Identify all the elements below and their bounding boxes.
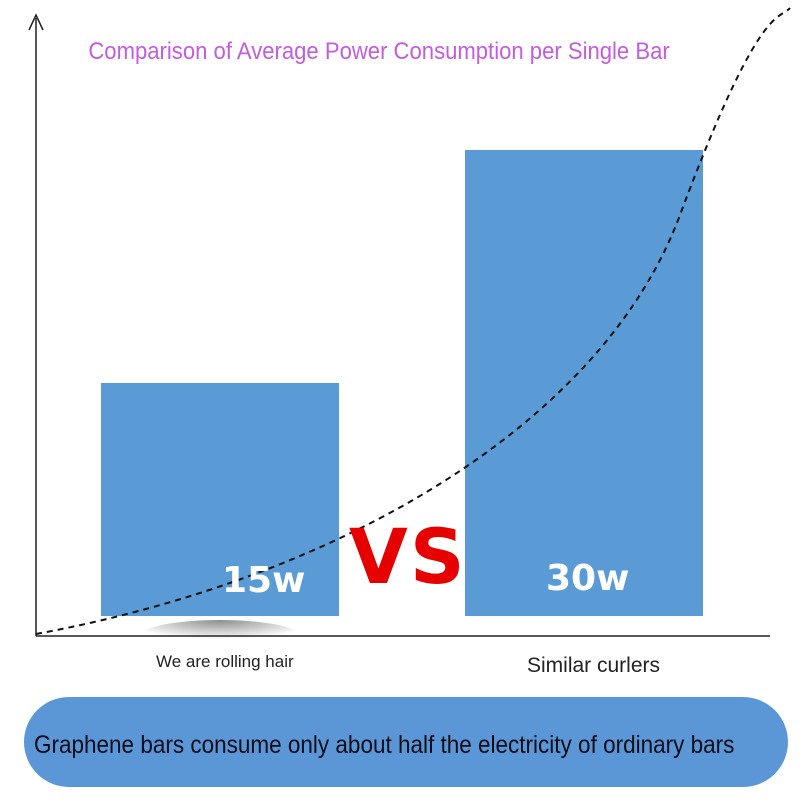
category-label-1: We are rolling hair (156, 652, 294, 671)
category-label-2: Similar curlers (527, 654, 661, 677)
bar-2 (465, 150, 703, 616)
bar-value-label-2: 30w (546, 558, 630, 599)
trend-curve (35, 7, 791, 635)
bar-value-label-1: 15w (222, 560, 306, 601)
bar-1 (101, 383, 339, 616)
vs-annotation: VS (349, 512, 467, 601)
summary-banner (24, 697, 788, 787)
y-axis-arrow (28, 13, 44, 31)
summary-banner-text: Graphene bars consume only about half th… (34, 731, 735, 759)
chart-title: Comparison of Average Power Consumption … (88, 38, 670, 65)
